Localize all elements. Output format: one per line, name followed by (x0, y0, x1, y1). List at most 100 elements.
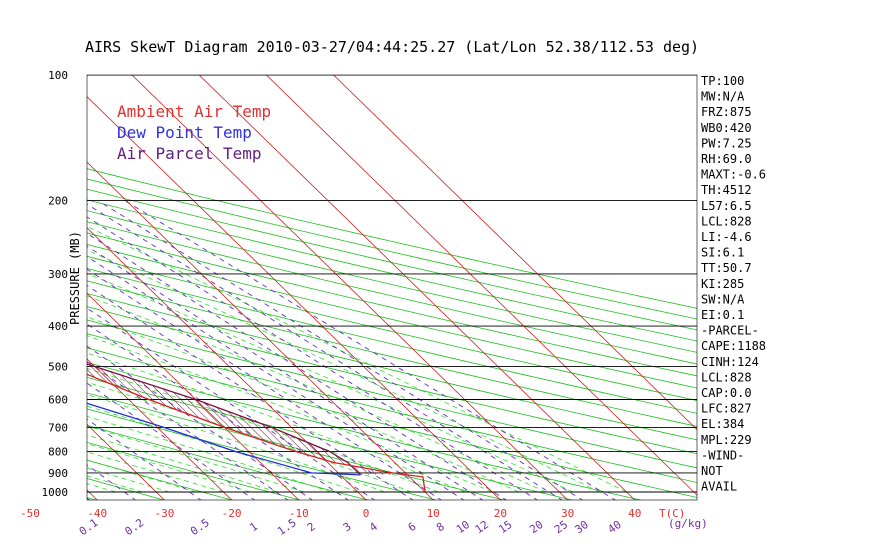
isotherm-line (87, 227, 367, 500)
mixing-ratio-tick-label: 2 (305, 520, 318, 534)
stats-line: FRZ:875 (701, 105, 752, 119)
moist-adiabats (87, 225, 627, 493)
chart-title: AIRS SkewT Diagram 2010-03-27/04:44:25.2… (85, 38, 699, 56)
moist-adiabat-line (87, 316, 520, 493)
cape-area (87, 364, 406, 475)
pressure-tick-label: 1000 (42, 486, 69, 499)
legend-entry: Dew Point Temp (117, 123, 252, 142)
dry-adiabat-line (87, 319, 697, 469)
moist-adiabat-line (87, 272, 573, 493)
stats-line: MPL:229 (701, 433, 752, 447)
mixing-ratio-line (87, 232, 507, 500)
bottom-temperature-ticks: -50 -40 -30 -20 -10 0 10 20 30 40 T(C) (20, 507, 685, 520)
mixing-ratio-line (87, 284, 414, 500)
bottom-temp-tick-label: 20 (494, 507, 507, 520)
pressure-tick-label: 800 (48, 446, 68, 459)
stats-line: -PARCEL- (701, 324, 759, 338)
dry-adiabat-line (87, 424, 370, 500)
dry-adiabat-line (87, 188, 697, 331)
dry-adiabat-line (87, 267, 697, 414)
isotherm-line (87, 161, 434, 500)
bottom-temp-tick-label: 30 (561, 507, 574, 520)
isotherm-line (87, 423, 165, 500)
pressure-tick-label: 600 (48, 394, 68, 407)
dry-adiabat-line (87, 221, 697, 365)
dry-adiabat-line (87, 459, 234, 500)
stats-line: LCL:828 (701, 370, 752, 384)
mixing-ratio-tick-label: 8 (434, 520, 447, 534)
pressure-tick-label: 100 (48, 69, 68, 82)
dry-adiabat-line (87, 392, 506, 500)
dry-adiabat-line (87, 232, 697, 377)
isotherms (0, 66, 697, 501)
ambient-temp-line (87, 373, 426, 493)
dry-adiabat-line (87, 168, 697, 309)
moist-adiabat-line (87, 443, 251, 493)
pressure-tick-label: 300 (48, 268, 68, 281)
stats-line: SI:6.1 (701, 246, 744, 260)
isotherm-line (333, 75, 697, 431)
stats-line: LCL:828 (701, 214, 752, 228)
bottom-temp-tick-label: -10 (289, 507, 309, 520)
cape-hatch (87, 364, 406, 475)
stats-line: -WIND- (701, 448, 744, 462)
stats-line: TH:4512 (701, 183, 752, 197)
plot-frame (86, 74, 698, 501)
moist-adiabat-line (87, 425, 305, 493)
pressure-tick-label: 700 (48, 421, 68, 434)
dry-adiabat-line (87, 199, 697, 342)
mixing-ratio-tick-label: 3 (341, 520, 354, 534)
isotherm-line (131, 75, 569, 500)
plot-grid (0, 66, 697, 501)
mixing-ratio-tick-label: 4 (367, 520, 380, 535)
dry-adiabat-line (87, 441, 302, 500)
moist-adiabat-line (87, 381, 412, 493)
stats-line: EL:384 (701, 417, 744, 431)
isotherm-line (0, 66, 31, 501)
dry-adiabat-line (87, 293, 697, 441)
stats-line: MAXT:-0.6 (701, 168, 766, 182)
dry-adiabat-line (87, 362, 643, 500)
moist-adiabat-line (87, 467, 170, 493)
stats-line: CAPE:1188 (701, 339, 766, 353)
parcel-temp-line (87, 363, 361, 476)
pressure-tick-label: 200 (48, 195, 68, 208)
stats-line: EI:0.1 (701, 308, 744, 322)
bottom-temp-tick-label: 0 (363, 507, 370, 520)
mixing-ratio-tick-label: 12 (473, 518, 491, 536)
mixing-ratio-tick-label: 15 (496, 518, 514, 536)
bottom-temp-tick-label: 10 (427, 507, 440, 520)
stats-line: LFC:827 (701, 402, 752, 416)
bottom-temp-unit: T(C) (659, 507, 686, 520)
mixing-ratio-tick-label: 0.5 (188, 516, 212, 538)
bottom-temp-tick-label: -30 (154, 507, 174, 520)
pressure-tick-label: 400 (48, 320, 68, 333)
stats-line: LI:-4.6 (701, 230, 752, 244)
moist-adiabat-line (87, 475, 143, 493)
stats-line: PW:7.25 (701, 136, 752, 150)
isotherm-line (87, 96, 501, 500)
bottom-temp-tick-label: -50 (20, 507, 40, 520)
mixing-ratio-tick-label: 6 (406, 520, 419, 534)
mixing-ratio-tick-label: 20 (527, 518, 545, 536)
stats-line: KI:285 (701, 277, 744, 291)
dry-adiabat-line (87, 408, 438, 500)
dew-point-line (87, 402, 361, 476)
dry-adiabat-line (87, 497, 98, 500)
stats-line: AVAIL (701, 480, 737, 494)
dry-adiabat-line (87, 244, 697, 389)
legend: Ambient Air Temp Dew Point Temp Air Parcel… (117, 102, 271, 163)
pressure-tick-label: 900 (48, 467, 68, 480)
dry-adiabats (87, 168, 697, 500)
stats-line: TP:100 (701, 74, 744, 88)
moist-adiabat-line (87, 249, 600, 493)
moist-adiabat-line (87, 225, 627, 493)
dry-adiabat-line (87, 333, 697, 483)
dry-adiabat-line (87, 255, 697, 401)
y-axis-label: PRESSURE (MB) (68, 231, 82, 325)
stats-line: RH:69.0 (701, 152, 752, 166)
mixing-ratio-line (124, 200, 617, 500)
moist-adiabat-line (87, 405, 358, 493)
mixing-ratio-tick-label: 25 (552, 518, 570, 536)
